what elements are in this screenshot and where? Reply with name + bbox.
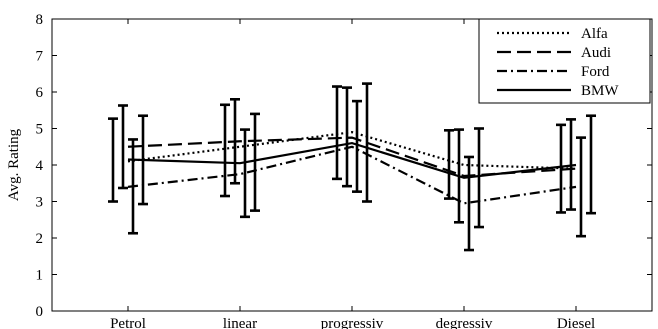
x-tick-label: degressiv — [436, 316, 493, 329]
x-tick-label: progressiv — [321, 316, 384, 329]
y-tick-label: 0 — [36, 304, 44, 320]
series-line-bmw — [127, 141, 577, 179]
legend-label-ford: Ford — [581, 64, 610, 80]
y-tick-label: 2 — [36, 231, 44, 247]
series-line-alfa — [127, 131, 577, 170]
legend-label-bmw: BMW — [581, 83, 619, 99]
y-tick-label: 1 — [36, 268, 44, 284]
y-tick-label: 8 — [36, 12, 44, 28]
x-tick-label: Diesel — [557, 316, 595, 329]
y-tick-label: 3 — [36, 195, 44, 211]
y-tick-label: 7 — [36, 49, 44, 65]
y-tick-label: 5 — [36, 122, 44, 138]
series-line-audi — [127, 136, 577, 178]
legend-label-audi: Audi — [581, 45, 611, 61]
y-tick-label: 4 — [36, 158, 44, 174]
x-tick-label: Petrol — [110, 316, 146, 329]
y-axis-title: Avg. Rating — [6, 128, 22, 201]
x-tick-label: linear — [223, 316, 257, 329]
y-tick-label: 6 — [36, 85, 44, 101]
series-line-ford — [127, 145, 577, 205]
legend-label-alfa: Alfa — [581, 26, 608, 42]
